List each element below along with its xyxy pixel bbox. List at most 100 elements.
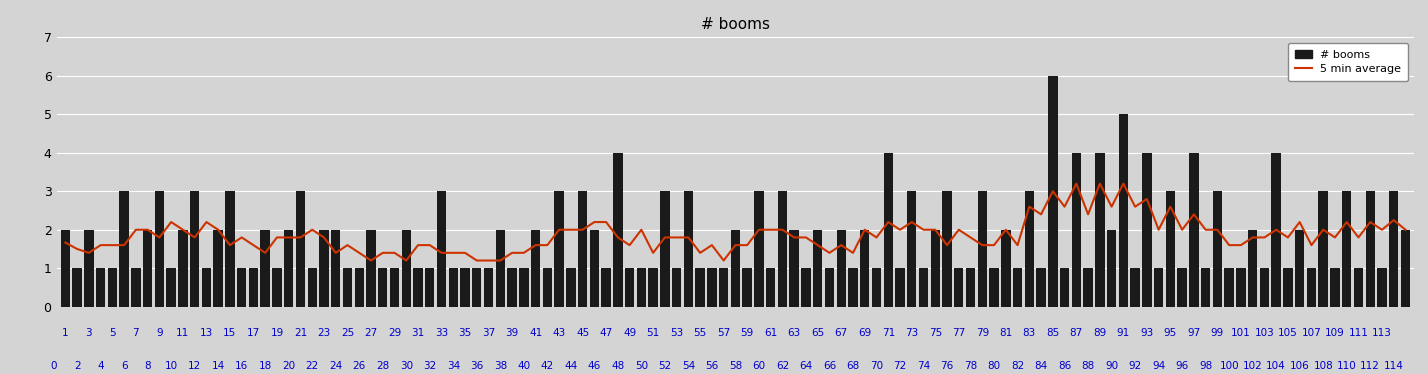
Text: 53: 53 [670,328,683,338]
Bar [1401,230,1411,307]
Text: 39: 39 [506,328,518,338]
Bar [907,191,917,307]
Text: 33: 33 [436,328,448,338]
Bar [390,268,400,307]
Bar [543,268,553,307]
Bar [825,268,834,307]
Text: 83: 83 [1022,328,1035,338]
Bar [1071,153,1081,307]
Text: 27: 27 [364,328,377,338]
Bar [320,230,328,307]
Text: 99: 99 [1211,328,1224,338]
Text: 65: 65 [811,328,824,338]
Bar [1095,153,1104,307]
Bar [1259,268,1269,307]
Text: 106: 106 [1289,361,1309,371]
Text: 17: 17 [247,328,260,338]
Text: 45: 45 [575,328,590,338]
Bar [1307,268,1317,307]
Text: 9: 9 [156,328,163,338]
Text: 38: 38 [494,361,507,371]
Text: 25: 25 [341,328,354,338]
Bar [578,191,587,307]
Text: 36: 36 [470,361,484,371]
Text: 20: 20 [283,361,296,371]
Text: 59: 59 [741,328,754,338]
Bar [426,268,434,307]
Bar [1201,268,1211,307]
Text: 76: 76 [941,361,954,371]
Text: 70: 70 [870,361,883,371]
Text: 89: 89 [1094,328,1107,338]
Bar [848,268,858,307]
Bar [637,268,645,307]
Bar [660,191,670,307]
Bar [96,268,106,307]
Text: 54: 54 [681,361,695,371]
Legend: # booms, 5 min average: # booms, 5 min average [1288,43,1408,81]
Bar [226,191,234,307]
Text: 34: 34 [447,361,460,371]
Text: 55: 55 [694,328,707,338]
Text: 42: 42 [541,361,554,371]
Text: 64: 64 [800,361,813,371]
Bar [884,153,892,307]
Bar [413,268,423,307]
Text: 41: 41 [528,328,543,338]
Bar [1048,76,1058,307]
Bar [143,230,153,307]
Text: 26: 26 [353,361,366,371]
Text: 78: 78 [964,361,977,371]
Bar [237,268,247,307]
Bar [437,191,446,307]
Bar [1165,191,1175,307]
Text: 62: 62 [775,361,790,371]
Bar [448,268,458,307]
Text: 48: 48 [611,361,624,371]
Bar [531,230,540,307]
Text: 96: 96 [1175,361,1188,371]
Bar [695,268,705,307]
Text: 81: 81 [1000,328,1012,338]
Bar [1331,268,1339,307]
Bar [613,153,623,307]
Text: 85: 85 [1047,328,1060,338]
Bar [1271,153,1281,307]
Bar [590,230,600,307]
Text: 29: 29 [388,328,401,338]
Text: 97: 97 [1187,328,1201,338]
Bar [648,268,658,307]
Bar [978,191,987,307]
Text: 21: 21 [294,328,307,338]
Bar [718,268,728,307]
Bar [707,268,717,307]
Text: 90: 90 [1105,361,1118,371]
Text: 80: 80 [988,361,1001,371]
Title: # booms: # booms [701,17,770,32]
Bar [990,268,998,307]
Text: 44: 44 [564,361,577,371]
Bar [554,191,564,307]
Bar [1377,268,1387,307]
Bar [1060,268,1070,307]
Text: 110: 110 [1337,361,1357,371]
Text: 31: 31 [411,328,424,338]
Text: 111: 111 [1348,328,1368,338]
Text: 91: 91 [1117,328,1130,338]
Text: 2: 2 [74,361,80,371]
Bar [1389,191,1398,307]
Text: 24: 24 [328,361,343,371]
Text: 94: 94 [1152,361,1165,371]
Bar [871,268,881,307]
Text: 56: 56 [705,361,718,371]
Bar [1190,153,1198,307]
Bar [213,230,223,307]
Text: 1: 1 [61,328,69,338]
Bar [801,268,811,307]
Bar [178,230,187,307]
Bar [1025,191,1034,307]
Text: 66: 66 [823,361,835,371]
Text: 16: 16 [236,361,248,371]
Text: 105: 105 [1278,328,1298,338]
Text: 32: 32 [423,361,437,371]
